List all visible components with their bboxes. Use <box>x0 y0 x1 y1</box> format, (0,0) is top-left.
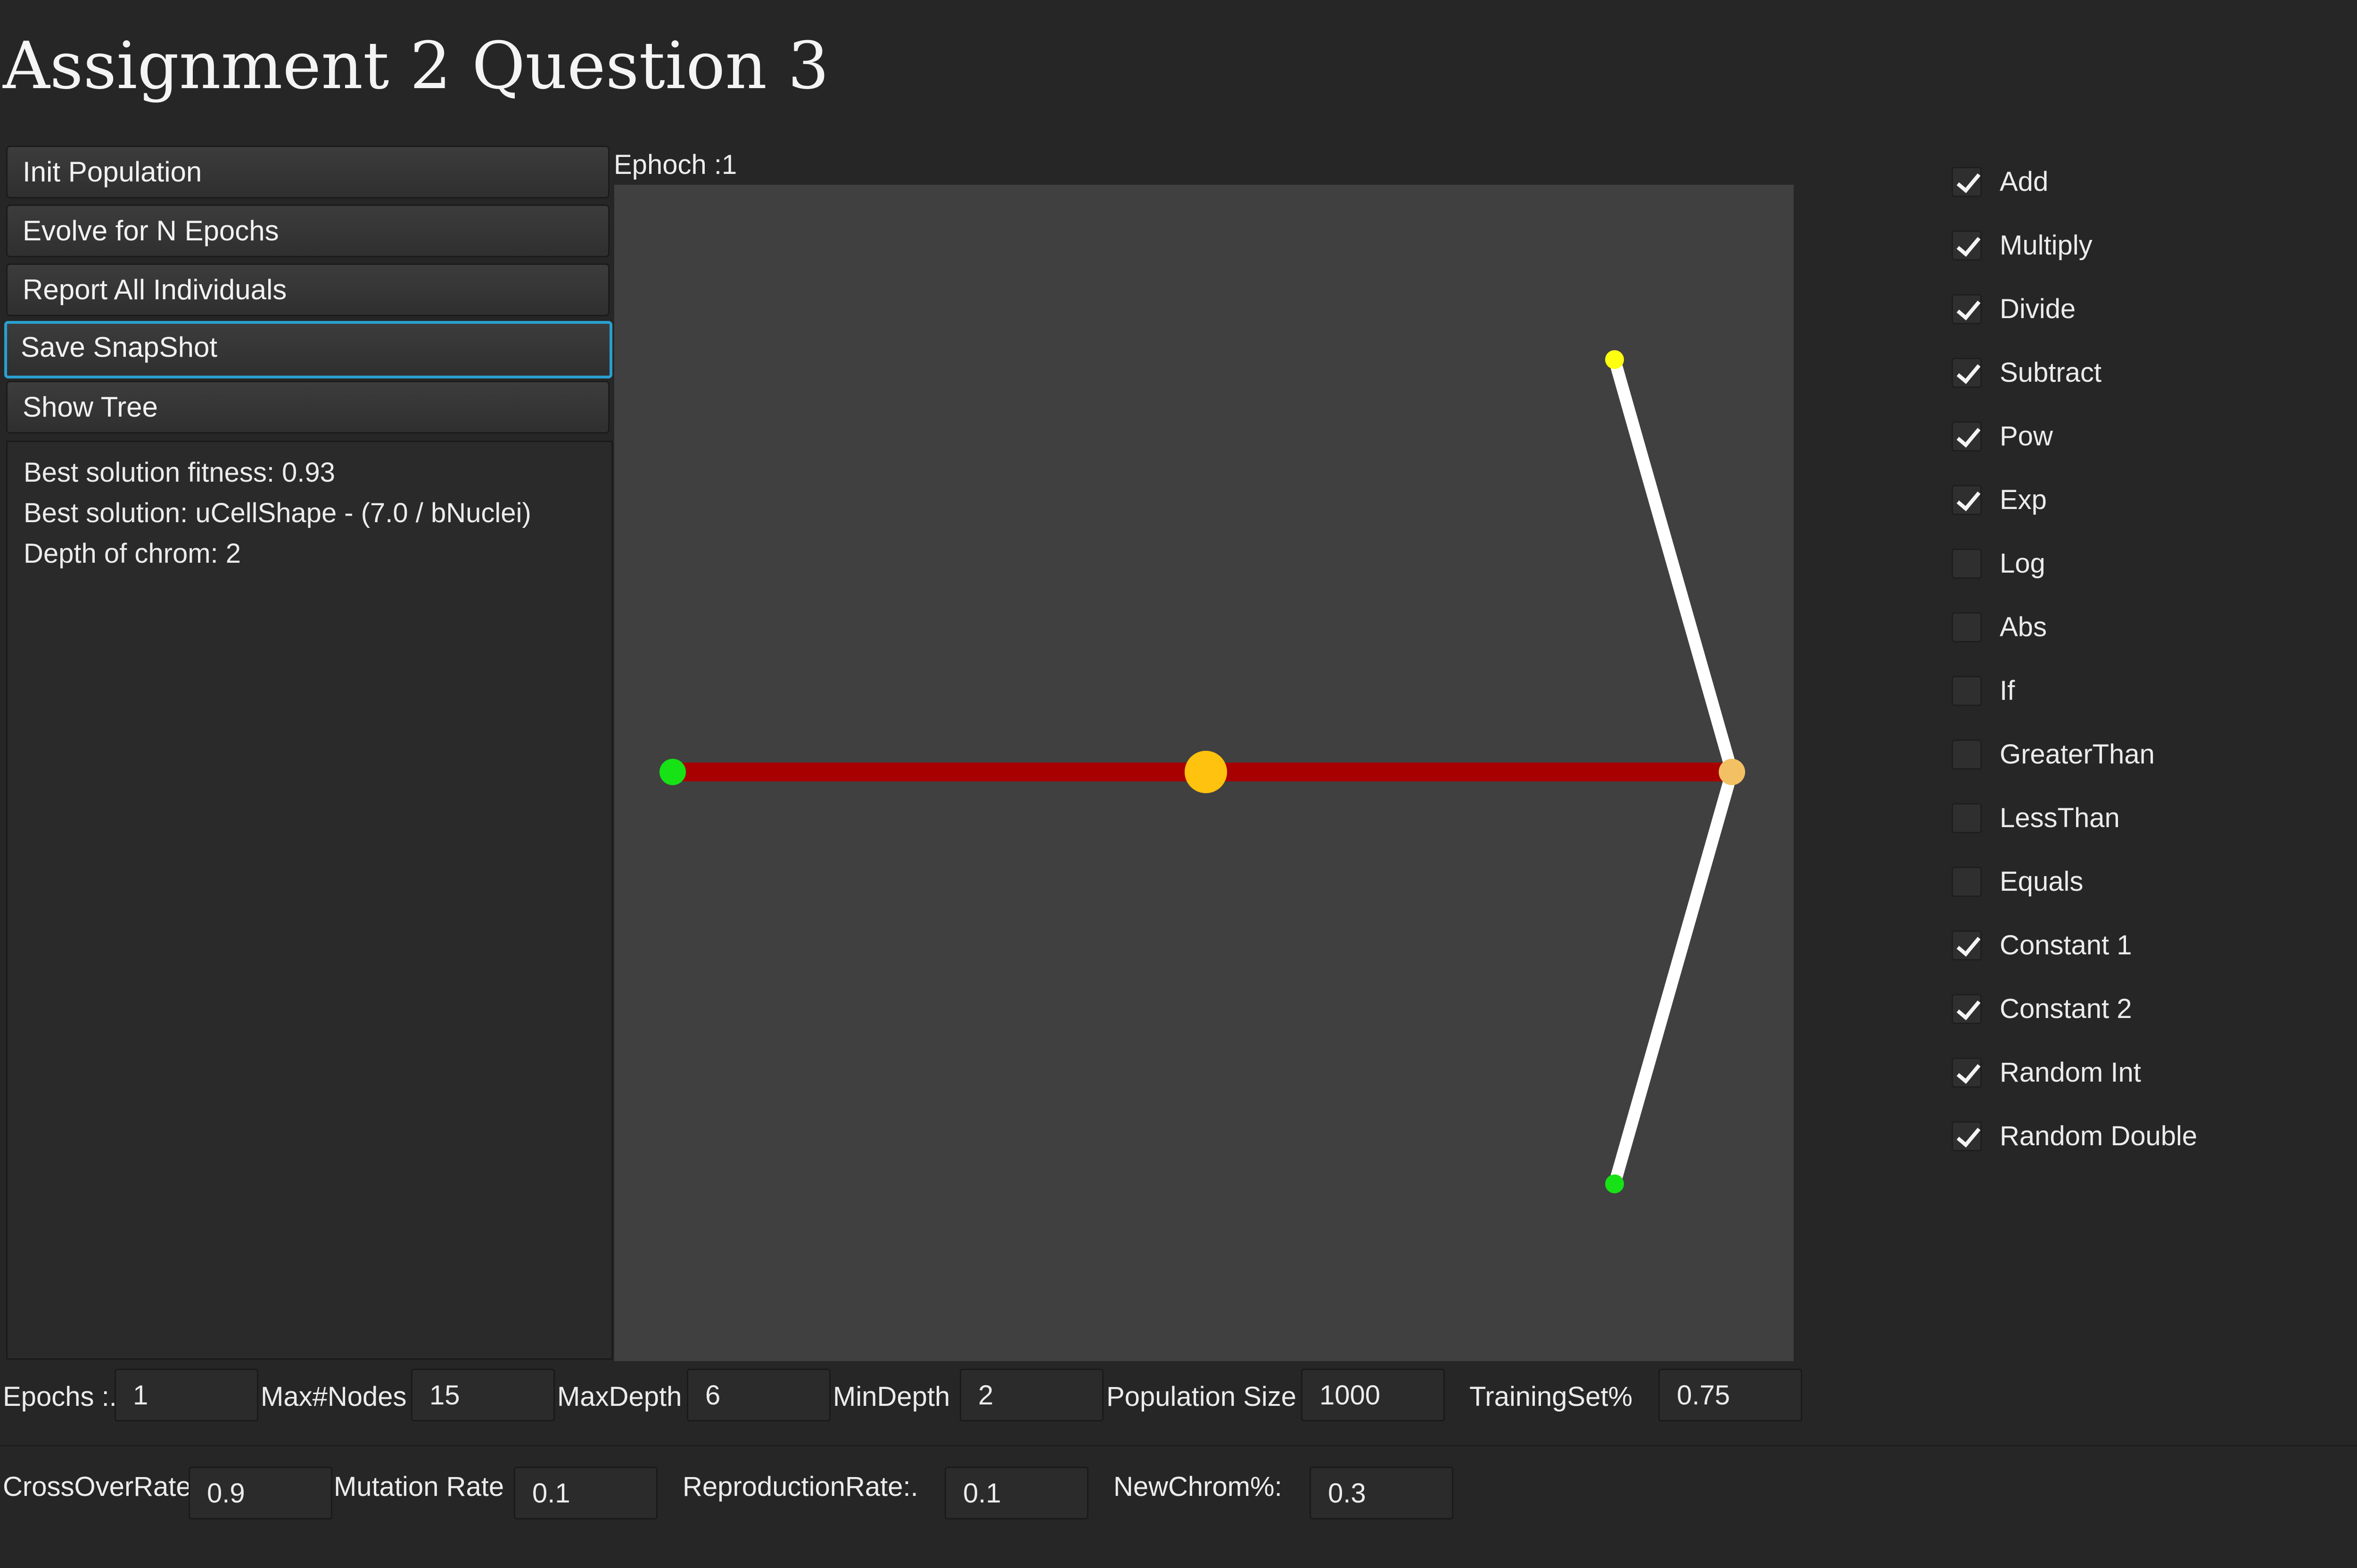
checkmark-icon[interactable] <box>1952 357 1982 388</box>
operator-label: Constant 2 <box>2000 993 2132 1024</box>
new-chrom-input[interactable] <box>1310 1467 1453 1519</box>
crossover-rate-input[interactable] <box>189 1467 332 1519</box>
checkmark-icon[interactable] <box>1952 421 1982 452</box>
operator-label: Log <box>2000 548 2045 579</box>
operator-label: Abs <box>2000 612 2047 642</box>
mutation-rate-input[interactable] <box>514 1467 658 1519</box>
operator-label: Equals <box>2000 866 2084 897</box>
operator-label: GreaterThan <box>2000 739 2155 770</box>
operator-equals-checkbox[interactable]: Equals <box>1952 850 2197 913</box>
operator-exp-checkbox[interactable]: Exp <box>1952 468 2197 532</box>
operator-label: Divide <box>2000 294 2076 324</box>
operator-lessthan-checkbox[interactable]: LessThan <box>1952 786 2197 850</box>
checkmark-icon[interactable] <box>1952 230 1982 261</box>
checkmark-icon[interactable] <box>1952 1121 1982 1151</box>
operator-divide-checkbox[interactable]: Divide <box>1952 277 2197 341</box>
show-tree-button[interactable]: Show Tree <box>6 381 610 434</box>
max-nodes-input[interactable] <box>411 1369 555 1421</box>
results-output-area[interactable]: Best solution fitness: 0.93 Best solutio… <box>6 441 613 1360</box>
tree-leaf-node-bottom <box>1605 1174 1624 1193</box>
operator-greaterthan-checkbox[interactable]: GreaterThan <box>1952 722 2197 786</box>
operator-label: If <box>2000 675 2015 706</box>
tree-edge-divide-bottom <box>1608 770 1738 1186</box>
tree-drawing <box>659 350 1745 1193</box>
training-set-label: TrainingSet% <box>1469 1381 1633 1412</box>
tree-edge-divide-top <box>1608 358 1738 774</box>
max-depth-label: MaxDepth <box>557 1381 682 1412</box>
tree-divide-node <box>1719 759 1745 785</box>
operator-label: Random Double <box>2000 1121 2198 1151</box>
population-size-input[interactable] <box>1301 1369 1445 1421</box>
operator-label: Exp <box>2000 484 2047 515</box>
operator-if-checkbox[interactable]: If <box>1952 659 2197 722</box>
operator-label: Pow <box>2000 421 2053 452</box>
checkmark-icon[interactable] <box>1952 166 1982 197</box>
min-depth-input[interactable] <box>960 1369 1104 1421</box>
crossover-rate-label: CrossOverRate <box>3 1471 191 1502</box>
tree-canvas <box>614 185 1794 1361</box>
checkbox-empty-icon[interactable] <box>1952 739 1982 770</box>
divider <box>0 1445 2357 1446</box>
mutation-rate-label: Mutation Rate <box>334 1471 504 1502</box>
tree-leaf-node-left <box>659 759 686 785</box>
epochs-label: Epochs :. <box>3 1381 117 1412</box>
init-population-button[interactable]: Init Population <box>6 146 610 198</box>
operator-add-checkbox[interactable]: Add <box>1952 150 2197 213</box>
operator-abs-checkbox[interactable]: Abs <box>1952 595 2197 659</box>
operator-constant-2-checkbox[interactable]: Constant 2 <box>1952 977 2197 1041</box>
population-size-label: Population Size <box>1106 1381 1297 1412</box>
save-snapshot-button[interactable]: Save SnapShot <box>4 321 612 378</box>
app-title: Assignment 2 Question 3 <box>3 28 829 104</box>
new-chrom-label: NewChrom%: <box>1113 1471 1282 1502</box>
best-fitness-text: Best solution fitness: 0.93 <box>24 457 335 488</box>
max-depth-input[interactable] <box>687 1369 831 1421</box>
epoch-label: Ephoch :1 <box>614 149 737 180</box>
checkbox-empty-icon[interactable] <box>1952 675 1982 706</box>
max-nodes-label: Max#Nodes <box>261 1381 407 1412</box>
checkmark-icon[interactable] <box>1952 484 1982 515</box>
checkbox-empty-icon[interactable] <box>1952 548 1982 579</box>
checkbox-empty-icon[interactable] <box>1952 803 1982 833</box>
checkmark-icon[interactable] <box>1952 1057 1982 1088</box>
operator-random-double-checkbox[interactable]: Random Double <box>1952 1104 2197 1168</box>
operator-label: LessThan <box>2000 803 2120 833</box>
checkmark-icon[interactable] <box>1952 930 1982 961</box>
checkmark-icon[interactable] <box>1952 993 1982 1024</box>
checkmark-icon[interactable] <box>1952 294 1982 324</box>
tree-root-node <box>1185 751 1227 793</box>
evolve-epochs-button[interactable]: Evolve for N Epochs <box>6 205 610 257</box>
operator-subtract-checkbox[interactable]: Subtract <box>1952 341 2197 404</box>
operator-label: Random Int <box>2000 1057 2141 1088</box>
operator-checkbox-list: Add Multiply Divide Subtract Pow Exp Log Abs If G… <box>1952 150 2197 1168</box>
operator-pow-checkbox[interactable]: Pow <box>1952 404 2197 468</box>
best-solution-text: Best solution: uCellShape - (7.0 / bNucl… <box>24 498 531 528</box>
operator-multiply-checkbox[interactable]: Multiply <box>1952 213 2197 277</box>
operator-constant-1-checkbox[interactable]: Constant 1 <box>1952 913 2197 977</box>
operator-random-int-checkbox[interactable]: Random Int <box>1952 1041 2197 1104</box>
operator-log-checkbox[interactable]: Log <box>1952 532 2197 595</box>
epochs-input[interactable] <box>115 1369 258 1421</box>
min-depth-label: MinDepth <box>833 1381 950 1412</box>
checkbox-empty-icon[interactable] <box>1952 612 1982 642</box>
report-all-individuals-button[interactable]: Report All Individuals <box>6 263 610 316</box>
chrom-depth-text: Depth of chrom: 2 <box>24 538 241 569</box>
checkbox-empty-icon[interactable] <box>1952 866 1982 897</box>
operator-label: Subtract <box>2000 357 2102 388</box>
operator-label: Multiply <box>2000 230 2093 261</box>
reproduction-rate-input[interactable] <box>945 1467 1088 1519</box>
training-set-input[interactable] <box>1658 1369 1802 1421</box>
tree-constant-node <box>1605 350 1624 369</box>
reproduction-rate-label: ReproductionRate:. <box>683 1471 918 1502</box>
operator-label: Add <box>2000 166 2049 197</box>
operator-label: Constant 1 <box>2000 930 2132 961</box>
